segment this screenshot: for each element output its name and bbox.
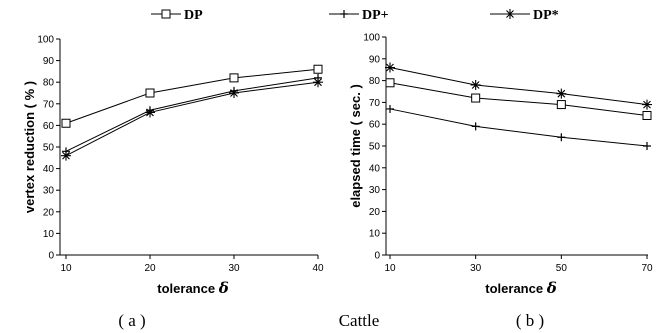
chart-b-y-label: elapsed time ( sec. ) (348, 84, 363, 208)
chart-b-point-dp (556, 100, 566, 110)
chart-a-point-dp-star (313, 77, 323, 88)
chart-a-x-tick-label: 30 (228, 263, 240, 274)
chart-b-series-line-dp-plus (389, 108, 648, 147)
chart-b-series-line-dp (389, 82, 648, 116)
chart-b-point-dp-plus (386, 104, 394, 113)
chart-a-series-line-dp (65, 68, 319, 124)
chart-a-y-tick-label: 20 (43, 207, 55, 218)
chart-a-point-dp-star (229, 88, 239, 98)
chart-b-x-tick-label: 30 (470, 263, 482, 274)
chart-b-x-tick-label: 10 (384, 263, 396, 274)
chart-b-point-dp-star (385, 62, 395, 73)
chart-a-x-tick-label: 10 (60, 263, 72, 274)
caption-center: Cattle (339, 311, 380, 330)
chart-a-y-tick-label: 60 (43, 121, 55, 132)
chart-b-y-tick-label: 20 (369, 207, 381, 218)
chart-a-y-tick-label: 0 (48, 251, 54, 262)
legend: DP DP+ DP* (151, 8, 559, 23)
chart-b-point-dp-star (642, 99, 652, 110)
caption-b: ( b ) (516, 311, 544, 330)
chart-b-point-dp-star (556, 88, 567, 99)
chart-b-y-tick-label: 30 (369, 185, 381, 196)
chart-b-x-tick-label: 70 (641, 263, 653, 274)
chart-a-series-line-dp-plus (65, 77, 319, 152)
legend-marker-dp (161, 9, 171, 19)
chart-a-x-tick-label: 40 (312, 263, 324, 274)
chart-a-x-tick-label: 20 (144, 263, 156, 274)
chart-a-y-tick-label: 100 (37, 35, 54, 46)
chart-b-y-tick-label: 50 (369, 142, 381, 153)
chart-b-series-line-dp-star (389, 67, 648, 106)
chart-b-y-tick-label: 90 (369, 54, 381, 65)
chart-b-y-tick-label: 70 (369, 98, 381, 109)
chart-a-point-dp (229, 73, 239, 83)
chart-a-point-dp-star (61, 150, 71, 161)
chart-a-y-tick-label: 30 (43, 186, 55, 197)
chart-a-y-tick-label: 70 (43, 99, 55, 110)
chart-a-y-label: vertex reduction ( % ) (22, 81, 37, 213)
chart-b-point-dp-plus (557, 133, 566, 142)
chart-a-y-tick-label: 80 (43, 78, 55, 89)
chart-b-y-tick-label: 100 (363, 33, 380, 44)
legend-label-dp-plus: DP+ (362, 8, 389, 23)
legend-marker-dp-plus (340, 10, 348, 18)
chart-a-y-tick-label: 10 (43, 229, 55, 240)
chart-b-x-tick-label: 50 (556, 263, 568, 274)
chart-elapsed-time: 0 10 20 30 40 50 60 70 80 90 100 10 30 50 70 tolerance … (348, 33, 653, 298)
chart-b-x-label: tolerance δ (485, 279, 556, 297)
chart-b-point-dp (642, 110, 652, 120)
chart-b-y-tick-label: 80 (369, 76, 381, 87)
chart-a-y-tick-label: 40 (43, 164, 55, 175)
chart-vertex-reduction: 0 10 20 30 40 50 60 70 80 90 100 10 20 30 40 tolerance … (22, 35, 324, 298)
chart-a-point-dp (145, 88, 155, 98)
chart-a-y-tick-label: 90 (43, 56, 55, 67)
legend-marker-dp-star (505, 9, 515, 19)
chart-b-y-tick-label: 60 (369, 120, 381, 131)
chart-b-point-dp-plus (471, 122, 480, 131)
chart-b-point-dp-plus (643, 142, 651, 150)
chart-b-point-dp (471, 93, 481, 103)
legend-label-dp-star: DP* (533, 8, 559, 23)
chart-a-point-dp-star (145, 107, 155, 118)
chart-a-point-dp (313, 64, 323, 74)
chart-a-x-label: tolerance δ (157, 279, 228, 297)
chart-a-point-dp (61, 118, 71, 128)
chart-a-y-tick-label: 50 (43, 143, 55, 154)
chart-b-y-tick-label: 10 (369, 229, 381, 240)
chart-b-y-tick-label: 40 (369, 163, 381, 174)
legend-label-dp: DP (184, 8, 203, 23)
chart-b-y-tick-label: 0 (374, 251, 380, 262)
chart-a-series-line-dp-star (65, 81, 319, 157)
chart-b-point-dp-star (470, 79, 481, 90)
chart-b-point-dp (385, 78, 395, 88)
caption-a: ( a ) (118, 311, 145, 330)
